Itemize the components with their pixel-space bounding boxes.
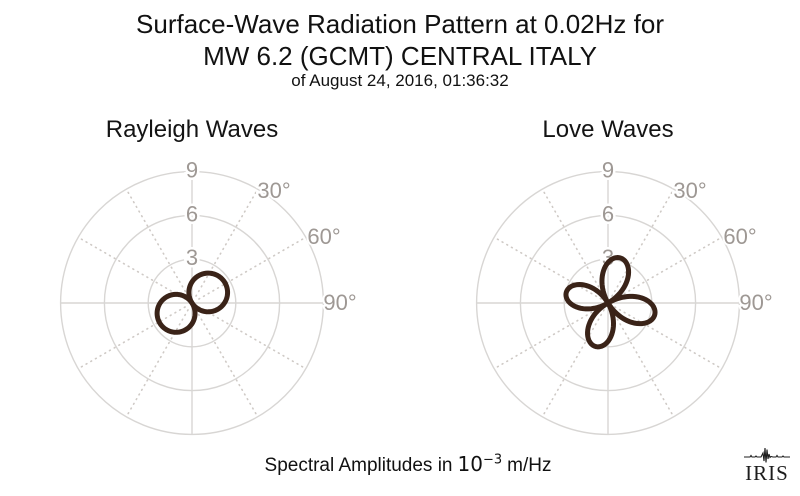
caption-math-base: 10 xyxy=(457,452,483,476)
r-tick-label: 9 xyxy=(602,158,614,183)
angle-tick-label: 90° xyxy=(323,290,356,315)
angle-grid-line xyxy=(614,236,723,300)
love-plot-title: Love Waves xyxy=(542,116,674,143)
rayleigh-plot-title: Rayleigh Waves xyxy=(105,116,279,143)
angle-grid-line xyxy=(611,188,675,297)
r-tick-label: 6 xyxy=(186,201,198,226)
page-title-date: of August 24, 2016, 01:36:32 xyxy=(291,71,509,90)
caption: Spectral Amplitudes in 10−3 m/Hz xyxy=(0,452,800,477)
angle-tick-label: 60° xyxy=(307,224,340,249)
iris-logo: IRIS xyxy=(742,447,792,484)
angle-grid-line xyxy=(493,306,602,370)
angle-grid-line xyxy=(611,309,675,418)
angle-grid-line xyxy=(125,309,189,418)
angle-grid-line xyxy=(614,306,723,370)
angle-tick-label: 60° xyxy=(723,224,756,249)
seismogram-trace-icon xyxy=(744,447,790,463)
angle-grid-line xyxy=(493,236,602,300)
angle-grid-line xyxy=(195,309,259,418)
radiation-pattern-curve xyxy=(186,270,231,315)
radiation-pattern-curve xyxy=(585,300,616,350)
caption-math-exponent: −3 xyxy=(482,452,503,468)
angle-grid-line xyxy=(198,236,307,300)
radiation-pattern-curve xyxy=(599,255,632,306)
angle-grid-line xyxy=(541,309,605,418)
rayleigh-polar-plot: 3 6 9 30° 60° 90° xyxy=(59,155,359,436)
caption-suffix: m/Hz xyxy=(507,455,552,476)
caption-math: 10−3 xyxy=(458,452,503,476)
radiation-pattern-curve xyxy=(563,282,611,312)
radiation-pattern-curve xyxy=(154,291,198,335)
r-tick-label: 9 xyxy=(186,158,198,183)
angle-grid-line xyxy=(195,188,259,297)
r-tick-label: 3 xyxy=(186,245,198,270)
angle-grid-line xyxy=(77,236,186,300)
iris-logo-text: IRIS xyxy=(745,461,789,485)
angle-grid-line xyxy=(77,306,186,370)
angle-tick-label: 90° xyxy=(739,290,772,315)
page-title-line2: MW 6.2 (GCMT) CENTRAL ITALY xyxy=(203,41,597,71)
page-title-line1: Surface-Wave Radiation Pattern at 0.02Hz… xyxy=(136,9,664,39)
angle-grid-line xyxy=(541,188,605,297)
radiation-pattern-curve xyxy=(605,293,658,327)
r-tick-label: 6 xyxy=(602,201,614,226)
angle-grid-line xyxy=(198,306,307,370)
caption-prefix: Spectral Amplitudes in xyxy=(264,455,453,476)
angle-grid-line xyxy=(125,188,189,297)
angle-tick-label: 30° xyxy=(673,178,706,203)
angle-tick-label: 30° xyxy=(257,178,290,203)
